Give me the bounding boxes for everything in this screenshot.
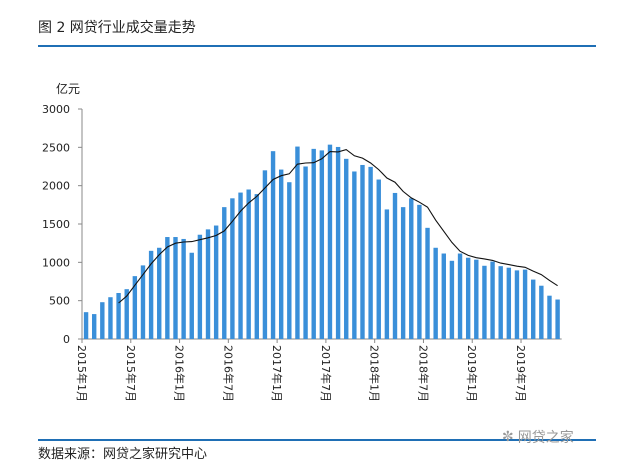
bar — [319, 150, 325, 339]
y-tick-label: 3000 — [42, 103, 70, 116]
logo-text: 网贷之家 — [517, 430, 574, 446]
title-divider — [38, 45, 596, 47]
x-tick-label: 2017年1月 — [270, 345, 284, 402]
bar — [157, 247, 162, 339]
bar — [327, 144, 333, 339]
bar — [368, 166, 373, 339]
bar — [116, 293, 121, 339]
bar — [433, 247, 438, 339]
bar — [425, 227, 430, 339]
bar — [514, 270, 520, 339]
bar — [457, 253, 463, 339]
y-tick-label: 1500 — [42, 218, 70, 231]
bar — [482, 265, 487, 339]
bar — [539, 285, 544, 339]
bar — [222, 207, 227, 339]
x-tick-label: 2019年1月 — [465, 345, 479, 402]
bar — [132, 276, 138, 339]
bar — [417, 204, 422, 339]
bar — [547, 295, 552, 339]
bar — [213, 225, 219, 339]
bar — [555, 299, 560, 339]
bar — [449, 260, 455, 339]
bar — [238, 192, 243, 339]
bar — [376, 179, 381, 339]
bar — [311, 148, 316, 339]
bar — [246, 189, 251, 339]
x-tick-label: 2018年1月 — [368, 345, 382, 402]
bar — [83, 312, 89, 339]
bar — [465, 257, 471, 339]
bar — [181, 238, 186, 339]
x-tick-label: 2016年1月 — [173, 345, 187, 402]
y-tick-label: 2000 — [42, 180, 70, 193]
bar — [197, 234, 203, 339]
bar — [165, 237, 170, 339]
y-axis-unit: 亿元 — [56, 82, 81, 96]
bar — [124, 289, 129, 339]
bar — [189, 252, 194, 339]
bar — [140, 265, 146, 339]
y-tick-label: 500 — [49, 295, 70, 308]
data-source: 数据来源：网贷之家研究中心 — [38, 447, 208, 462]
bar — [506, 267, 512, 339]
bar — [108, 297, 113, 339]
bar — [344, 158, 349, 339]
x-tick-label: 2015年7月 — [124, 345, 138, 402]
trend-line — [118, 148, 558, 304]
bar — [100, 302, 105, 339]
bar — [262, 170, 268, 339]
bar — [360, 164, 365, 339]
bar — [335, 146, 341, 339]
x-tick-label: 2019年7月 — [514, 345, 528, 402]
bar — [441, 253, 446, 339]
y-tick-label: 0 — [63, 333, 70, 346]
footer-divider — [38, 439, 596, 441]
bar — [278, 169, 284, 339]
y-tick-label: 1000 — [42, 256, 70, 269]
bar — [148, 250, 154, 339]
x-tick-label: 2015年1月 — [75, 345, 89, 402]
bar — [295, 146, 300, 339]
bar — [173, 237, 178, 339]
bar — [205, 229, 211, 339]
bar — [474, 259, 479, 339]
bar — [522, 269, 528, 339]
wechat-icon: ✼ — [502, 429, 514, 445]
bar — [531, 279, 536, 339]
page-title: 图 2 网贷行业成交量走势 — [38, 20, 196, 36]
bar — [287, 182, 292, 339]
bar — [498, 266, 503, 339]
bar — [384, 209, 390, 339]
bar — [254, 194, 259, 339]
bar — [91, 314, 97, 339]
x-tick-label: 2018年7月 — [416, 345, 430, 402]
y-tick-label: 2500 — [42, 141, 70, 154]
bar — [303, 166, 308, 339]
logo: ✼ 网贷之家 — [502, 427, 574, 447]
bar — [270, 151, 276, 339]
bar — [409, 198, 414, 339]
x-tick-label: 2016年7月 — [221, 345, 235, 402]
x-tick-label: 2017年7月 — [319, 345, 333, 402]
bar — [230, 198, 235, 339]
bar — [352, 171, 357, 339]
bar — [392, 192, 398, 339]
bar — [400, 207, 406, 339]
bar — [490, 261, 495, 339]
